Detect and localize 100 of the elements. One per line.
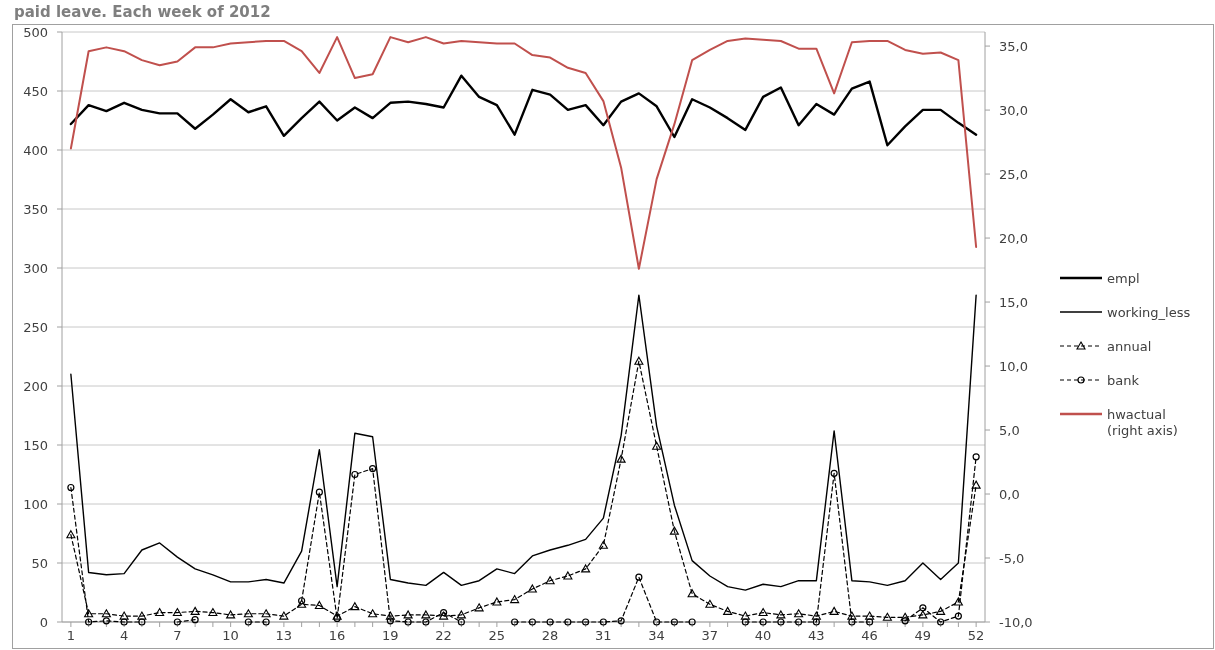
y2-tick-label: 0,0	[999, 486, 1020, 502]
y-tick-label: 200	[23, 378, 48, 394]
y-tick-label: 350	[23, 201, 48, 217]
y2-tick-label: 35,0	[999, 38, 1028, 54]
point	[66, 530, 76, 539]
point	[811, 611, 821, 620]
chart-title: paid leave. Each week of 2012	[14, 3, 271, 21]
y2-tick-label: 10,0	[999, 358, 1028, 374]
y2-tick-label: 25,0	[999, 166, 1028, 182]
point	[971, 480, 981, 489]
y-tick-label: 250	[23, 319, 48, 335]
point	[84, 609, 94, 618]
point	[901, 617, 909, 625]
point	[635, 573, 643, 581]
x-tick-label: 25	[488, 628, 506, 643]
y-tick-label: 300	[23, 260, 48, 276]
point	[687, 589, 697, 598]
point	[297, 599, 307, 608]
x-tick-label: 31	[595, 628, 612, 643]
point	[226, 610, 236, 619]
point	[421, 610, 431, 619]
x-tick-label: 22	[435, 628, 452, 643]
point	[243, 609, 253, 618]
y2-tick-label: -5,0	[999, 550, 1025, 566]
x-tick-label: 49	[914, 628, 932, 643]
point	[972, 453, 980, 461]
point	[829, 606, 839, 615]
y-tick-label: 100	[23, 496, 48, 512]
point	[137, 611, 147, 620]
y-tick-label: 50	[31, 555, 48, 571]
point	[456, 610, 466, 619]
point	[332, 611, 342, 620]
x-tick-label: 7	[173, 628, 182, 643]
x-tick-label: 19	[382, 628, 399, 643]
x-tick-label: 40	[754, 628, 772, 643]
point	[919, 604, 927, 612]
point	[208, 608, 218, 617]
x-tick-label: 10	[222, 628, 239, 643]
y2-tick-label: 15,0	[999, 294, 1028, 310]
point	[172, 608, 182, 617]
point	[474, 603, 484, 612]
legend-label: empl	[1107, 270, 1140, 286]
line-series	[70, 294, 977, 591]
point	[776, 610, 786, 619]
point	[830, 469, 838, 477]
legend-label: annual	[1107, 338, 1152, 354]
point	[510, 595, 520, 604]
point	[794, 609, 804, 618]
point	[758, 608, 768, 617]
point	[847, 611, 857, 620]
y-tick-label: 500	[23, 24, 48, 40]
x-tick-label: 1	[66, 628, 76, 643]
line-series	[69, 36, 978, 270]
point	[368, 609, 378, 618]
legend-label: hwactual (right axis)	[1107, 406, 1178, 438]
x-tick-label: 13	[275, 628, 293, 643]
point	[333, 614, 341, 623]
point	[67, 483, 75, 492]
point	[191, 616, 199, 624]
point	[953, 597, 963, 606]
y-tick-label: 450	[23, 83, 48, 99]
y-tick-label: 400	[23, 142, 48, 158]
x-tick-label: 4	[119, 628, 129, 643]
point	[439, 611, 449, 620]
x-tick-label: 52	[967, 628, 985, 643]
legend-label: bank	[1107, 372, 1140, 388]
y2-tick-label: -10,0	[999, 614, 1033, 630]
x-tick-label: 28	[541, 628, 559, 643]
y2-tick-label: 20,0	[999, 230, 1028, 246]
x-tick-label: 37	[701, 628, 719, 643]
y-tick-label: 150	[23, 437, 48, 453]
y-tick-label: 0	[39, 614, 48, 630]
point	[918, 610, 928, 619]
point	[581, 564, 591, 573]
point	[545, 576, 555, 585]
point	[385, 611, 395, 620]
point	[527, 584, 537, 593]
point	[616, 454, 626, 463]
line-series	[69, 74, 978, 147]
x-tick-label: 43	[808, 628, 825, 643]
point	[155, 608, 165, 617]
point	[563, 571, 573, 580]
point	[369, 465, 377, 473]
point	[705, 599, 715, 608]
point	[669, 526, 679, 535]
point	[723, 606, 733, 615]
point	[298, 597, 306, 605]
point	[652, 441, 662, 450]
point	[386, 617, 394, 625]
point	[598, 540, 608, 549]
point	[634, 356, 644, 365]
point	[315, 488, 323, 496]
x-tick-label: 34	[648, 628, 665, 643]
point	[936, 606, 946, 615]
point	[403, 610, 413, 619]
point	[492, 597, 502, 606]
point	[900, 612, 910, 621]
point	[190, 606, 200, 615]
point	[440, 608, 448, 617]
point	[350, 602, 360, 611]
